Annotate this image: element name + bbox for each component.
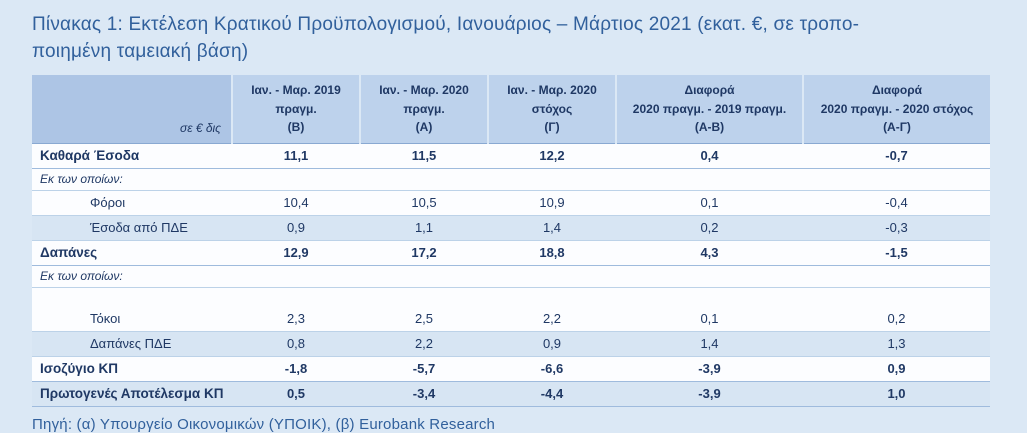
column-header-line: Διαφορά [871, 82, 923, 97]
value-cell: 12,2 [539, 148, 565, 164]
row-label: Έσοδα από ΠΔΕ [90, 220, 188, 236]
table-row: Φόροι 10,4 10,5 10,9 0,1 -0,4 [32, 190, 990, 216]
value-cell: 2,3 [286, 310, 306, 326]
value-cell: -3,9 [698, 386, 721, 402]
column-header-1: Ιαν. - Μαρ. 2019 πραγμ. (Β) [231, 74, 360, 144]
table-header: σε € δις Ιαν. - Μαρ. 2019 πραγμ. (Β) Ιαν. - … [32, 74, 990, 144]
table-title-line-2: ποιημένη ταμειακή βάση) [32, 40, 249, 62]
value-cell: -5,7 [412, 361, 436, 377]
value-cell: -0,4 [885, 195, 908, 211]
value-cell: 1,3 [887, 336, 906, 352]
table-row: Έσοδα από ΠΔΕ 0,9 1,1 1,4 0,2 -0,3 [32, 215, 990, 241]
column-header-line: Ιαν. - Μαρ. 2020 [379, 82, 469, 97]
source-note: Πηγή: (α) Υπουργείο Οικονομικών (ΥΠΟΙΚ),… [32, 415, 496, 433]
value-cell: 2,2 [542, 310, 562, 326]
value-cell: 1,4 [700, 336, 719, 352]
section-label: Εκ των οποίων: [40, 172, 123, 187]
value-cell: 1,1 [414, 220, 434, 236]
value-cell: 10,9 [539, 195, 565, 211]
table-row: Εκ των οποίων: [32, 265, 990, 288]
column-header-line: Ιαν. - Μαρ. 2019 [251, 82, 341, 97]
row-label: Ισοζύγιο ΚΠ [40, 361, 119, 377]
value-cell: -6,6 [540, 361, 564, 377]
table-row: Τόκοι 2,3 2,5 2,2 0,1 0,2 [32, 287, 990, 332]
value-cell: 0,9 [887, 361, 906, 377]
column-header-line: 2020 πραγμ. - 2019 πραγμ. [632, 101, 787, 116]
value-cell: 1,0 [887, 386, 906, 402]
column-header-line: στόχος [531, 101, 573, 116]
column-header-5: Διαφορά 2020 πραγμ. - 2020 στόχος (Α-Γ) [802, 74, 990, 144]
corner-unit-label: σε € δις [32, 74, 232, 144]
budget-execution-table: σε € δις Ιαν. - Μαρ. 2019 πραγμ. (Β) Ιαν. - … [32, 74, 990, 407]
value-cell: 2,5 [414, 310, 434, 326]
value-cell: 0,2 [700, 220, 719, 236]
table-row: Πρωτογενές Αποτέλεσμα ΚΠ 0,5 -3,4 -4,4 -3,9 1… [32, 381, 990, 407]
column-header-4: Διαφορά 2020 πραγμ. - 2019 πραγμ. (Α-Β) [615, 74, 803, 144]
value-cell: -4,4 [540, 386, 564, 402]
row-label: Δαπάνες ΠΔΕ [90, 336, 172, 352]
column-header-3: Ιαν. - Μαρ. 2020 στόχος (Γ) [487, 74, 616, 144]
column-header-line: (Α-Β) [694, 120, 725, 135]
value-cell: -3,4 [412, 386, 436, 402]
row-label: Τόκοι [90, 310, 121, 326]
column-header-line: (Β) [287, 120, 305, 135]
value-cell: 11,1 [283, 148, 309, 164]
column-header-line: πραγμ. [275, 101, 317, 116]
column-header-2: Ιαν. - Μαρ. 2020 πραγμ. (Α) [359, 74, 488, 144]
table-header-row: σε € δις Ιαν. - Μαρ. 2019 πραγμ. (Β) Ιαν. - … [32, 74, 990, 144]
section-label: Εκ των οποίων: [40, 269, 123, 284]
table-title: Πίνακας 1: Εκτέλεση Κρατικού Προϋπολογισ… [32, 12, 997, 66]
value-cell: 0,8 [286, 336, 306, 352]
value-cell: 10,5 [411, 195, 437, 211]
table-row: Δαπάνες 12,9 17,2 18,8 4,3 -1,5 [32, 240, 990, 266]
value-cell: -1,8 [284, 361, 308, 377]
value-cell: 11,5 [411, 148, 437, 164]
value-cell: -1,5 [885, 245, 908, 261]
row-label: Καθαρά Έσοδα [40, 148, 140, 164]
value-cell: 0,9 [286, 220, 306, 236]
column-header-line: (Γ) [544, 120, 560, 135]
column-header-line: 2020 πραγμ. - 2020 στόχος [820, 101, 974, 116]
value-cell: 4,3 [700, 245, 719, 261]
column-header-line: πραγμ. [403, 101, 445, 116]
value-cell: 18,8 [539, 245, 565, 261]
value-cell: 2,2 [414, 336, 434, 352]
table-row: Ισοζύγιο ΚΠ -1,8 -5,7 -6,6 -3,9 0,9 [32, 356, 990, 382]
column-header-line: (Α-Γ) [883, 120, 911, 135]
value-cell: 0,2 [887, 310, 906, 326]
table-row: Καθαρά Έσοδα 11,1 11,5 12,2 0,4 -0,7 [32, 143, 990, 169]
column-header-line: Διαφορά [684, 82, 735, 97]
column-header-line: Ιαν. - Μαρ. 2020 [507, 82, 597, 97]
value-cell: 0,9 [542, 336, 562, 352]
table-title-line-1: Πίνακας 1: Εκτέλεση Κρατικού Προϋπολογισ… [32, 14, 860, 35]
table-row: Δαπάνες ΠΔΕ 0,8 2,2 0,9 1,4 1,3 [32, 331, 990, 357]
table-body: Καθαρά Έσοδα 11,1 11,5 12,2 0,4 -0,7 Εκ των οπ… [32, 143, 990, 407]
value-cell: -0,7 [885, 148, 908, 164]
value-cell: -0,3 [885, 220, 908, 236]
value-cell: -3,9 [698, 361, 721, 377]
value-cell: 12,9 [283, 245, 309, 261]
value-cell: 17,2 [411, 245, 437, 261]
value-cell: 0,1 [700, 310, 719, 326]
column-header-line: (Α) [415, 120, 433, 135]
table-row: Εκ των οποίων: [32, 168, 990, 191]
value-cell: 1,4 [542, 220, 562, 236]
row-label: Πρωτογενές Αποτέλεσμα ΚΠ [40, 386, 224, 402]
row-label: Φόροι [90, 195, 126, 211]
row-label: Δαπάνες [40, 245, 98, 261]
value-cell: 10,4 [283, 195, 309, 211]
value-cell: 0,4 [700, 148, 719, 164]
value-cell: 0,1 [700, 195, 719, 211]
value-cell: 0,5 [286, 386, 306, 402]
